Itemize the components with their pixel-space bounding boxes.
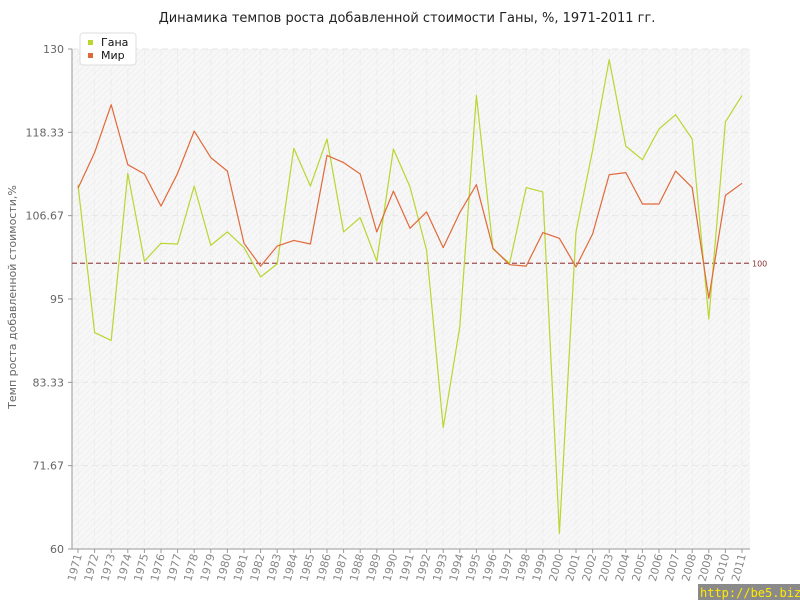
legend-box	[79, 32, 137, 66]
y-tick-label: 118.33	[26, 126, 65, 139]
y-ticks: 130 118.33 106.67 95 83.33 71.67 60	[26, 43, 65, 556]
legend-swatch-ghana	[88, 40, 93, 45]
series-line-ghana[interactable]	[77, 59, 743, 534]
reference-line-label: 100	[752, 259, 767, 268]
chart-title: Динамика темпов роста добавленной стоимо…	[159, 11, 656, 26]
y-tick-label: 130	[43, 43, 64, 56]
y-tick-label: 60	[50, 543, 64, 556]
y-tick-label: 106.67	[26, 210, 65, 223]
y-tick-label: 95	[50, 293, 64, 306]
watermark-link[interactable]: http://be5.biz/	[700, 586, 800, 600]
y-tick-label: 71.67	[33, 460, 65, 473]
grid	[72, 48, 750, 549]
x-tick-label: 2011	[729, 552, 749, 582]
watermark[interactable]: http://be5.biz/	[698, 584, 800, 600]
y-axis-label: Темп роста добавленной стоимости,%	[6, 185, 19, 410]
reference-line-group: 100	[72, 259, 767, 268]
series-line-world[interactable]	[77, 104, 743, 299]
series-lines	[77, 59, 743, 534]
legend-label-ghana[interactable]: Гана	[101, 36, 128, 49]
legend-label-world[interactable]: Мир	[101, 49, 125, 62]
axes	[68, 48, 750, 553]
legend[interactable]: Гана Мир	[79, 32, 137, 66]
y-tick-label: 83.33	[33, 376, 65, 389]
x-ticks: 1971197219731974197519761977197819791980…	[65, 552, 749, 582]
watermark-background	[698, 584, 800, 600]
legend-swatch-world	[88, 53, 93, 58]
